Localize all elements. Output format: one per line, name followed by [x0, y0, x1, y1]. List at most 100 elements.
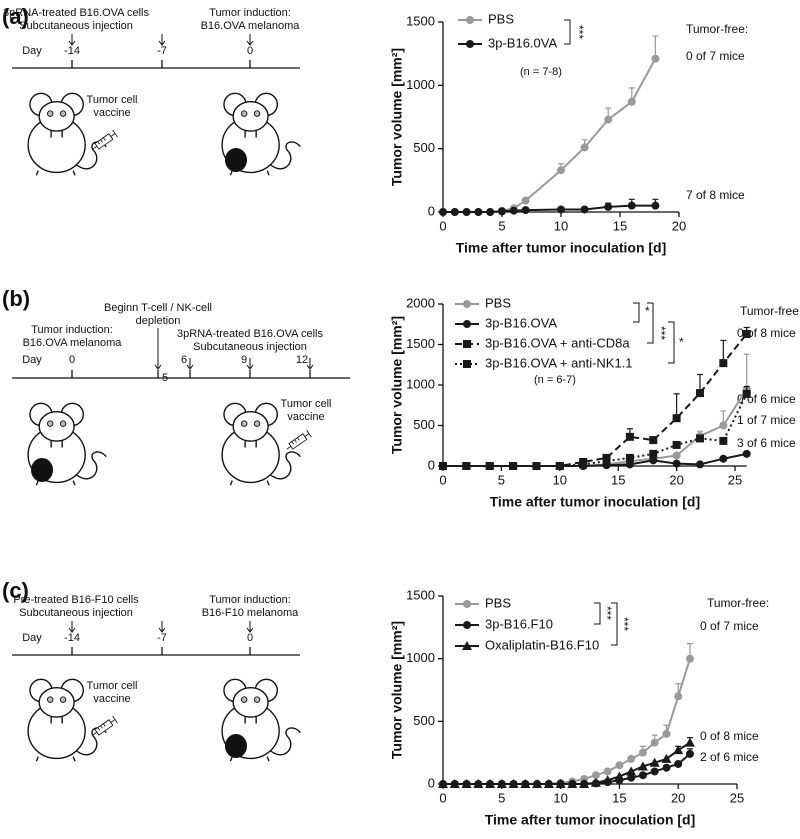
annotation: 7 of 8 mice [686, 188, 745, 202]
marker [661, 753, 672, 763]
legend-marker [463, 300, 471, 308]
caption: Subcutaneous injection [193, 341, 307, 353]
x-axis-label: Time after tumor inoculation [d] [485, 812, 696, 828]
marker [649, 757, 660, 767]
x-tick-label: 15 [613, 218, 627, 233]
series-line [443, 741, 691, 785]
marker [439, 208, 447, 216]
caption: B16-F10 melanoma [202, 607, 299, 619]
marker [521, 206, 530, 215]
legend-marker [463, 340, 471, 348]
vaccine-label: vaccine [93, 107, 130, 119]
marker [742, 329, 751, 338]
day: -14 [64, 45, 80, 57]
marker [651, 54, 660, 63]
vaccine-label: vaccine [287, 411, 324, 423]
marker [604, 115, 613, 124]
marker [695, 434, 704, 443]
panel-label: (a) [2, 4, 29, 29]
marker [672, 440, 681, 449]
vaccine-label: Tumor cell [281, 398, 332, 410]
x-axis-label: Time after tumor inoculation [d] [456, 240, 667, 256]
marker [496, 779, 507, 788]
marker [532, 779, 543, 788]
day: 0 [247, 632, 253, 644]
bracket [564, 19, 571, 45]
marker [685, 749, 694, 758]
timeline [12, 647, 300, 656]
marker [602, 775, 613, 785]
day: -14 [64, 632, 80, 644]
marker [579, 779, 590, 788]
marker [485, 779, 496, 788]
x-tick-label: 10 [553, 472, 567, 487]
marker [719, 436, 728, 445]
caption: Tumor induction: [209, 7, 291, 19]
x-tick-label: 5 [498, 790, 505, 805]
legend-marker [466, 16, 474, 24]
marker [649, 449, 658, 458]
panel-label: (b) [2, 286, 30, 311]
x-tick-label: 10 [554, 218, 568, 233]
marker [719, 421, 728, 430]
marker [662, 729, 671, 738]
marker [579, 460, 588, 469]
legend-marker [463, 600, 471, 608]
marker [473, 779, 484, 788]
vaccine-label: Tumor cell [87, 94, 138, 106]
marker [684, 737, 695, 747]
day-label: Day [22, 45, 42, 57]
marker [567, 779, 578, 788]
caption: Pre-treated B16-F10 cells [13, 594, 139, 606]
series-line [443, 333, 748, 467]
x-tick-label: 0 [439, 472, 446, 487]
y-tick-label: 1000 [406, 376, 435, 391]
marker [627, 97, 636, 106]
caption: 3pRNA-treated B16.OVA cells [177, 328, 323, 340]
y-tick-label: 0 [428, 203, 435, 218]
y-tick-label: 1500 [406, 336, 435, 351]
tumor [225, 148, 247, 172]
y-tick-label: 1500 [406, 587, 435, 602]
x-tick-label: 20 [669, 472, 683, 487]
x-tick-label: 5 [498, 218, 505, 233]
marker [650, 767, 659, 776]
marker [521, 196, 530, 205]
marker [450, 208, 459, 216]
chart: 0 5 10 15 20 0 500 1000 1500 Tumor volume [mm²] Ti… [389, 11, 687, 255]
bracket [633, 302, 675, 364]
legend-label: 3p-B16.OVA + anti-NK1.1 [485, 355, 633, 370]
annotation: 0 of 7 mice [700, 619, 759, 633]
marker [625, 460, 634, 469]
error-bar [673, 393, 680, 419]
marker [615, 761, 624, 770]
caption: Subcutaneous injection [19, 607, 133, 619]
legend-marker [463, 320, 471, 328]
caption: Tumor induction: [31, 324, 113, 336]
day: 12 [296, 354, 308, 366]
legend-label: 3p-B16.F10 [485, 616, 553, 631]
marker [742, 389, 751, 398]
marker [498, 207, 506, 216]
legend-label: 3p-B16.0VA [488, 35, 557, 50]
annotation: (n = 7-8) [520, 66, 562, 78]
x-tick-label: 0 [439, 218, 446, 233]
bracket [594, 602, 618, 646]
caption: B16.OVA melanoma [201, 20, 301, 32]
marker [439, 462, 447, 470]
marker [520, 779, 531, 788]
legend-label: PBS [488, 11, 514, 26]
annotation: 2 of 6 mice [700, 750, 759, 764]
marker [461, 779, 472, 788]
chart: 0 5 10 15 20 25 0 500 1000 1500 Tumor volume [mm²]… [389, 587, 745, 827]
y-tick-label: 500 [413, 417, 435, 432]
marker [557, 205, 565, 214]
significance: *** [654, 326, 668, 340]
legend-marker [463, 360, 471, 368]
x-tick-label: 20 [671, 790, 685, 805]
caption: Subcutaneous injection [19, 20, 133, 32]
marker [614, 771, 625, 781]
significance: *** [617, 617, 631, 631]
y-axis-label: Tumor volume [mm²] [389, 316, 405, 454]
